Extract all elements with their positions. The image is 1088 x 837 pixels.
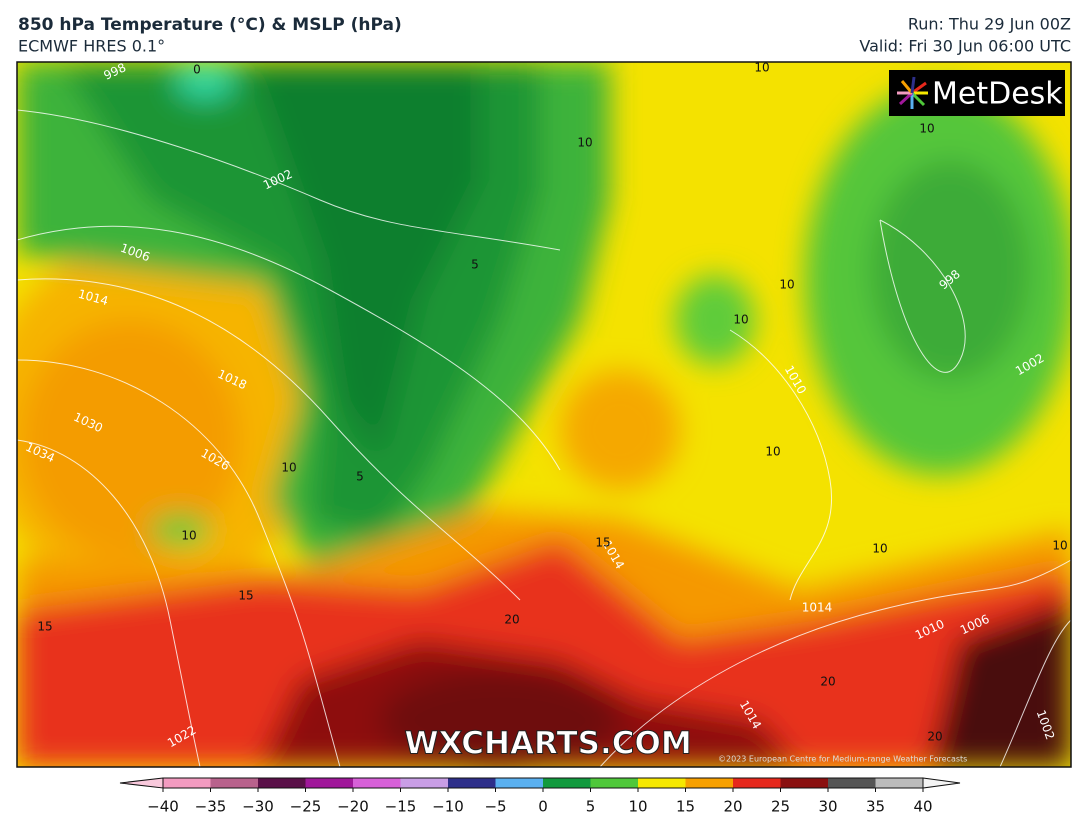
colorbar: −40 −35 −30 −25 −20 −15 −10 −5 0 5 10 15 20 25 30 35 40 bbox=[119, 777, 961, 816]
valid-time: Valid: Fri 30 Jun 06:00 UTC bbox=[859, 37, 1071, 56]
colorbar-segment bbox=[590, 778, 639, 788]
isotherm-label: 10 bbox=[181, 529, 196, 543]
colorbar-tick-label: 30 bbox=[818, 798, 837, 816]
isotherm-label: 20 bbox=[927, 730, 942, 744]
colorbar-segment bbox=[495, 778, 544, 788]
colorbar-tick-label: −5 bbox=[484, 798, 506, 816]
colorbar-tick-label: −40 bbox=[147, 798, 179, 816]
colorbar-tick-label: −30 bbox=[242, 798, 274, 816]
isotherm-label: 10 bbox=[919, 122, 934, 136]
watermark: WXCHARTS.COM bbox=[404, 726, 691, 762]
isotherm-label: 10 bbox=[872, 542, 887, 556]
isotherm-label: 5 bbox=[471, 258, 479, 272]
colorbar-tick-label: 25 bbox=[771, 798, 790, 816]
colorbar-segment bbox=[163, 778, 211, 788]
isotherm-label: 20 bbox=[504, 613, 519, 627]
colorbar-segment bbox=[685, 778, 734, 788]
isotherm-label: 10 bbox=[765, 445, 780, 459]
isotherm-label: 20 bbox=[820, 675, 835, 689]
isobars bbox=[17, 109, 1071, 767]
isotherm-label: 15 bbox=[37, 620, 52, 634]
logo-text: MetDesk bbox=[932, 77, 1063, 112]
colorbar-tick-label: −15 bbox=[385, 798, 417, 816]
colorbar-segment bbox=[400, 778, 449, 788]
title: 850 hPa Temperature (°C) & MSLP (hPa) bbox=[18, 15, 402, 35]
isotherm-label: 10 bbox=[281, 461, 296, 475]
isotherm-label: 10 bbox=[1052, 539, 1067, 553]
colorbar-tick-label: −20 bbox=[337, 798, 369, 816]
colorbar-tick-label: 20 bbox=[723, 798, 742, 816]
colorbar-segment bbox=[875, 778, 924, 788]
colorbar-segment bbox=[305, 778, 354, 788]
colorbar-segment bbox=[780, 778, 829, 788]
logo-icon bbox=[897, 76, 928, 109]
colorbar-segment bbox=[543, 778, 591, 788]
colorbar-tick-label: −10 bbox=[432, 798, 464, 816]
isobar-label: 1014 bbox=[802, 601, 833, 615]
isotherm-label: 10 bbox=[779, 278, 794, 292]
colorbar-segment bbox=[258, 778, 306, 788]
isotherm-label: 5 bbox=[356, 470, 364, 484]
colorbar-tick-label: −35 bbox=[195, 798, 227, 816]
isotherm-label: 0 bbox=[193, 63, 201, 77]
isotherm-label: 10 bbox=[733, 313, 748, 327]
colorbar-tick-label: 10 bbox=[628, 798, 647, 816]
isotherm-label: 15 bbox=[238, 589, 253, 603]
colorbar-segment bbox=[733, 778, 781, 788]
colorbar-segment bbox=[828, 778, 876, 788]
colorbar-segment bbox=[448, 778, 496, 788]
temperature-field bbox=[17, 62, 1071, 767]
colorbar-segment bbox=[638, 778, 686, 788]
colorbar-segment bbox=[353, 778, 401, 788]
colorbar-tick-label: 5 bbox=[586, 798, 596, 816]
isotherm-label: 10 bbox=[577, 136, 592, 150]
colorbar-tick-label: 40 bbox=[913, 798, 932, 816]
colorbar-tick-label: −25 bbox=[290, 798, 322, 816]
colorbar-tick-label: 0 bbox=[538, 798, 548, 816]
colorbar-tick-label: 35 bbox=[866, 798, 885, 816]
colorbar-tick-label: 15 bbox=[676, 798, 695, 816]
colorbar-segment bbox=[210, 778, 259, 788]
isotherm-label: 10 bbox=[754, 61, 769, 75]
isotherm-label: 15 bbox=[595, 536, 610, 550]
run-time: Run: Thu 29 Jun 00Z bbox=[908, 15, 1071, 34]
subtitle: ECMWF HRES 0.1° bbox=[18, 37, 165, 56]
copyright: ©2023 European Centre for Medium-range W… bbox=[718, 755, 967, 764]
map-frame bbox=[16, 61, 1072, 768]
